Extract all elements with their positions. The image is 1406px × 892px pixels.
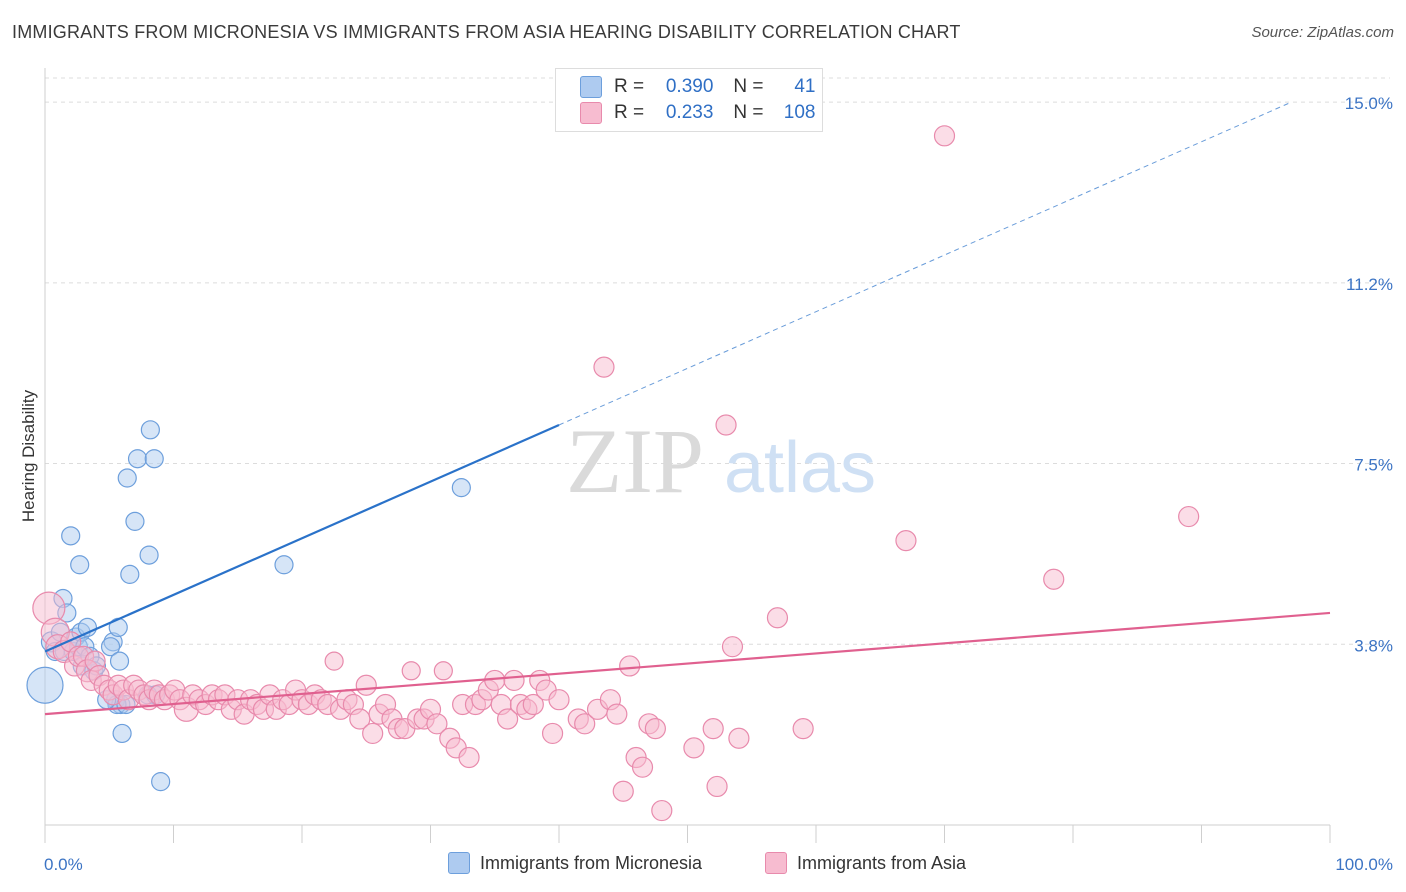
bottom-legend-label-micronesia: Immigrants from Micronesia [480,852,703,873]
bottom-legend-swatch-micronesia [448,852,470,874]
point-micronesia [109,651,130,671]
point-asia [644,718,666,740]
point-asia [895,530,917,552]
point-asia [401,661,421,681]
point-asia [593,356,615,378]
point-asia [355,674,377,696]
chart-title: IMMIGRANTS FROM MICRONESIA VS IMMIGRANTS… [12,22,961,42]
point-asia [484,669,506,692]
point-micronesia [120,564,140,584]
point-micronesia [139,545,159,565]
watermark-atlas: atlas [724,428,876,508]
y-tick-label: 3.8% [1354,636,1393,655]
point-micronesia [70,555,90,575]
trend-lines [44,101,1331,716]
grid [45,77,1390,645]
trend-extension-micronesia [558,101,1292,426]
legend-r-value-asia: 0.233 [665,102,714,123]
bottom-legend-label-asia: Immigrants from Asia [797,852,967,873]
point-asia [324,651,344,671]
y-tick-label: 7.5% [1354,456,1393,475]
point-micronesia [127,449,148,469]
point-asia [933,125,956,147]
point-micronesia [151,772,171,792]
point-asia [728,727,750,749]
point-asia [574,713,596,735]
legend-n-value-micronesia: 41 [794,76,816,97]
point-asia [651,799,673,822]
point-micronesia [451,478,471,498]
point-asia [1043,568,1065,590]
legend-row-micronesia: R = 0.390 N = 41 [580,75,816,99]
point-asia [606,703,628,725]
point-asia [619,655,641,677]
point-asia [721,636,744,658]
point-micronesia [26,666,64,704]
legend-row-asia: R = 0.233 N = 108 [580,101,816,125]
point-micronesia [140,420,160,440]
point-asia [497,708,519,730]
trend-line-micronesia [44,423,560,653]
source-label: Source: ZipAtlas.com [1251,24,1394,41]
trend-line-asia [44,611,1331,716]
point-asia [631,756,654,778]
bottom-legend-micronesia: Immigrants from Micronesia [448,852,702,874]
legend-r-value-micronesia: 0.390 [665,76,714,97]
point-asia [458,746,480,769]
x-tick-label: 100.0% [1335,855,1393,874]
y-axis-label: Hearing Disability [19,389,38,522]
point-asia [715,414,737,436]
point-asia [426,713,448,735]
point-asia [612,780,634,802]
point-asia [541,722,564,745]
tick-labels: 3.8% 7.5% 11.2% 15.0% 0.0% 100.0% [44,94,1393,874]
point-asia [522,693,544,716]
y-tick-label: 15.0% [1345,94,1393,113]
data-points [26,125,1200,822]
watermark: ZIP atlas [566,410,876,512]
point-micronesia [144,449,164,469]
point-micronesia [112,723,132,744]
bottom-legend-swatch-asia [765,852,787,874]
point-asia [792,718,814,740]
x-tick-label: 0.0% [44,855,83,874]
legend-n-value-asia: 108 [783,102,816,123]
point-asia [503,669,525,692]
bottom-legend-asia: Immigrants from Asia [765,852,966,874]
point-asia [1178,505,1200,528]
legend-n-label: N = [733,76,764,97]
point-asia [683,737,705,759]
point-asia [548,689,570,711]
point-micronesia [274,555,294,575]
legend-r-label: R = [614,102,645,123]
point-asia [706,775,728,798]
point-asia [433,661,453,681]
point-asia [766,607,789,629]
watermark-zip: ZIP [566,410,704,512]
y-tick-label: 11.2% [1346,275,1393,294]
point-micronesia [117,468,137,488]
legend-swatch-asia [580,102,602,124]
legend-r-label: R = [614,76,645,97]
legend: R = 0.390 N = 41 R = 0.233 N = 108 [555,68,823,132]
legend-n-label: N = [733,102,764,123]
point-asia [362,722,384,745]
point-micronesia [61,526,81,546]
legend-swatch-micronesia [580,76,602,98]
point-asia [702,718,724,740]
point-micronesia [100,637,121,657]
point-micronesia [125,511,145,531]
